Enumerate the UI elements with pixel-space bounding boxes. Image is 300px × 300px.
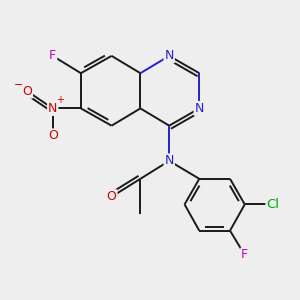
Text: N: N bbox=[48, 102, 57, 115]
Text: N: N bbox=[195, 102, 204, 115]
Text: F: F bbox=[241, 248, 248, 262]
Text: +: + bbox=[56, 95, 64, 105]
Text: Cl: Cl bbox=[266, 198, 279, 211]
Text: −: − bbox=[14, 80, 23, 90]
Text: O: O bbox=[48, 129, 58, 142]
Text: N: N bbox=[164, 50, 174, 62]
Text: O: O bbox=[22, 85, 32, 98]
Text: O: O bbox=[107, 190, 116, 203]
Text: N: N bbox=[164, 154, 174, 167]
Text: F: F bbox=[49, 50, 56, 62]
